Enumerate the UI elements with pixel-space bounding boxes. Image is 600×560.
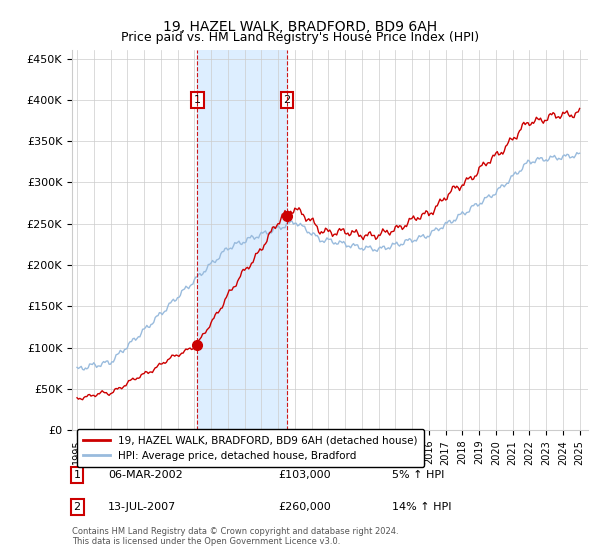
Text: 2: 2 <box>284 95 290 105</box>
Text: Price paid vs. HM Land Registry's House Price Index (HPI): Price paid vs. HM Land Registry's House … <box>121 31 479 44</box>
Text: £260,000: £260,000 <box>278 502 331 512</box>
Text: 19, HAZEL WALK, BRADFORD, BD9 6AH: 19, HAZEL WALK, BRADFORD, BD9 6AH <box>163 20 437 34</box>
Bar <box>197 50 287 430</box>
Legend: 19, HAZEL WALK, BRADFORD, BD9 6AH (detached house), HPI: Average price, detached: 19, HAZEL WALK, BRADFORD, BD9 6AH (detac… <box>77 430 424 467</box>
Text: Contains HM Land Registry data © Crown copyright and database right 2024.
This d: Contains HM Land Registry data © Crown c… <box>72 527 398 547</box>
Text: 06-MAR-2002: 06-MAR-2002 <box>108 470 183 480</box>
Text: £103,000: £103,000 <box>278 470 331 480</box>
Text: 5% ↑ HPI: 5% ↑ HPI <box>392 470 444 480</box>
Text: 1: 1 <box>194 95 201 105</box>
Text: 1: 1 <box>74 470 80 480</box>
Text: 2: 2 <box>74 502 81 512</box>
Text: 14% ↑ HPI: 14% ↑ HPI <box>392 502 451 512</box>
Text: 13-JUL-2007: 13-JUL-2007 <box>108 502 176 512</box>
